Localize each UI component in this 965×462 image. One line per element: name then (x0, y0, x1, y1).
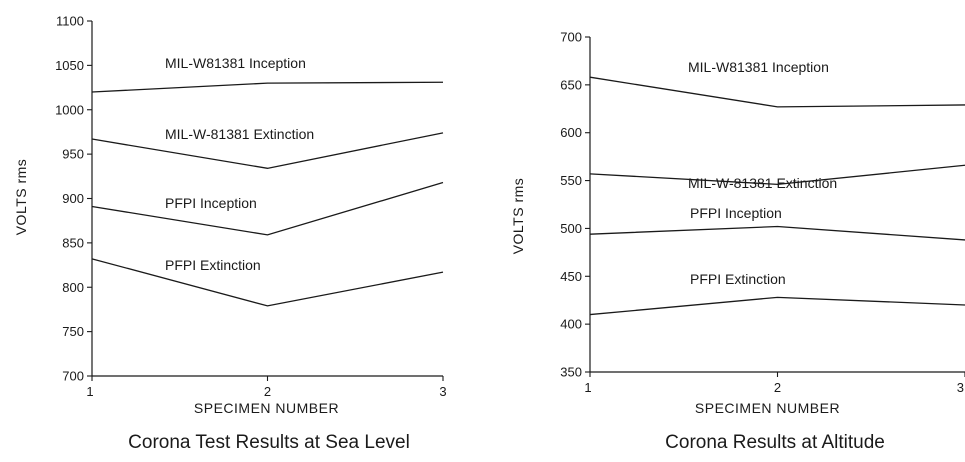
y-tick-label: 400 (560, 317, 582, 332)
y-tick-label: 350 (560, 365, 582, 380)
y-tick-label: 750 (62, 324, 84, 339)
x-axis-title: SPECIMEN NUMBER (695, 400, 840, 416)
series-label: MIL-W81381 Inception (165, 55, 306, 71)
x-tick-label: 1 (86, 384, 93, 399)
x-tick-label: 3 (439, 384, 446, 399)
series-label: PFPI Inception (165, 195, 257, 211)
series-line-2 (589, 164, 965, 186)
x-tick-label: 1 (584, 380, 591, 395)
chart-2: 350 400 450 500 550 600 650 700 1 2 3 MIL-W81381 In… (510, 30, 965, 453)
series-line-1 (589, 76, 965, 108)
y-axis-title: VOLTS rms (13, 159, 29, 236)
y-tick-label: 850 (62, 235, 84, 250)
y-tick-label: 900 (62, 191, 84, 206)
series-line-2 (91, 132, 444, 169)
series-label: PFPI Extinction (165, 257, 261, 273)
chart-1: 700 750 800 850 900 950 1000 1050 1100 1 2 3 MIL-W81… (13, 14, 447, 454)
series-label: PFPI Extinction (690, 271, 786, 287)
x-tick-label: 2 (774, 380, 781, 395)
y-tick-label: 550 (560, 173, 582, 188)
y-tick-label: 1100 (56, 14, 84, 29)
y-tick-label: 450 (560, 269, 582, 284)
y-tick-label: 500 (560, 221, 582, 236)
series-label: MIL-W-81381 Extinction (165, 126, 314, 142)
y-axis-title: VOLTS rms (510, 178, 526, 255)
series-label: PFPI Inception (690, 205, 782, 221)
series-line-3 (91, 181, 444, 236)
y-tick-label: 600 (560, 125, 582, 140)
series-line-4 (589, 296, 965, 316)
series-label: MIL-W81381 Inception (688, 59, 829, 75)
x-axis-title: SPECIMEN NUMBER (194, 400, 339, 416)
chart-title: Corona Test Results at Sea Level (128, 432, 410, 453)
series-label: MIL-W-81381 Extinction (688, 175, 837, 191)
y-tick-label: 950 (62, 147, 84, 162)
chart-title: Corona Results at Altitude (665, 432, 885, 453)
x-tick-label: 2 (264, 384, 271, 399)
y-tick-label: 700 (62, 369, 84, 384)
y-tick-label: 650 (560, 77, 582, 92)
y-tick-label: 800 (62, 280, 84, 295)
x-tick-label: 3 (957, 380, 964, 395)
series-line-3 (589, 225, 965, 241)
series-line-4 (91, 258, 444, 307)
y-tick-label: 1050 (55, 58, 84, 73)
y-tick-label: 1000 (55, 102, 84, 117)
series-line-1 (91, 81, 444, 93)
y-tick-label: 700 (560, 30, 582, 45)
